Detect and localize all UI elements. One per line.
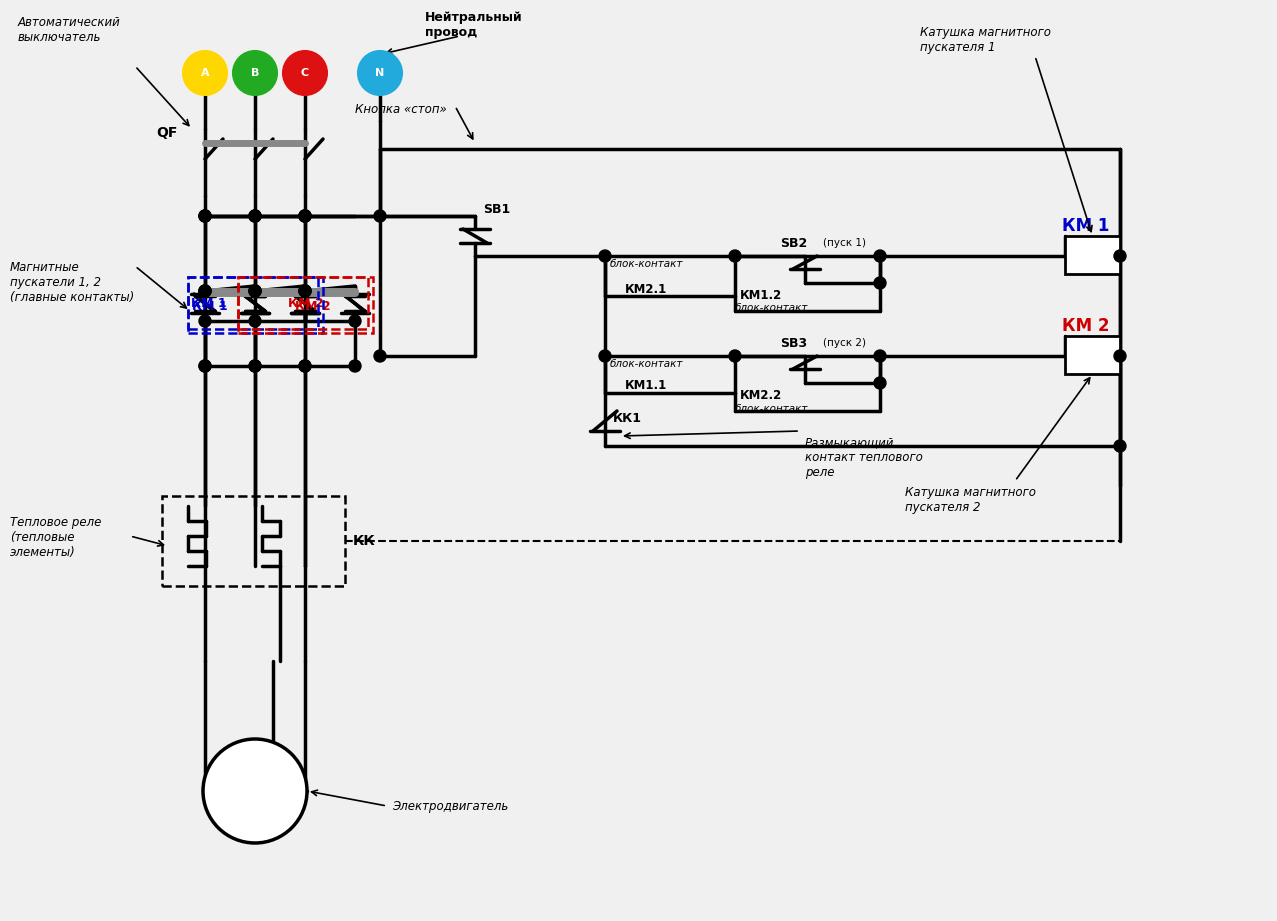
Circle shape [249,285,261,297]
Circle shape [1114,350,1126,362]
Circle shape [283,51,327,95]
Text: Нейтральный
провод: Нейтральный провод [425,11,522,39]
Text: КМ2.2: КМ2.2 [739,389,783,402]
Circle shape [249,210,261,222]
Text: КК: КК [352,534,375,548]
Circle shape [199,285,211,297]
Text: C: C [301,68,309,78]
Text: КМ 1: КМ 1 [192,297,226,309]
Bar [1065,336,1120,374]
Text: КМ 1: КМ 1 [1062,217,1110,235]
Text: Тепловое реле
(тепловые
элементы): Тепловое реле (тепловые элементы) [10,516,101,559]
Text: блок-контакт: блок-контакт [610,259,683,269]
Circle shape [199,210,211,222]
Circle shape [873,377,886,389]
Text: блок-контакт: блок-контакт [610,359,683,369]
Circle shape [349,315,361,327]
Text: Катушка магнитного
пускателя 1: Катушка магнитного пускателя 1 [919,26,1051,54]
Circle shape [199,315,211,327]
Circle shape [249,285,261,297]
Text: Электродвигатель: Электродвигатель [392,799,508,812]
Text: SB1: SB1 [483,203,511,216]
Circle shape [374,210,386,222]
Circle shape [299,210,312,222]
Circle shape [358,51,402,95]
Circle shape [249,315,261,327]
Circle shape [299,210,312,222]
Circle shape [199,285,211,297]
Text: Размыкающий
контакт теплового
реле: Размыкающий контакт теплового реле [805,436,923,479]
Circle shape [349,360,361,372]
Text: КМ 2: КМ 2 [1062,317,1110,335]
Circle shape [1114,440,1126,452]
Text: блок-контакт: блок-контакт [736,303,808,313]
Text: М: М [245,782,264,800]
Circle shape [232,51,277,95]
Circle shape [203,739,306,843]
Bar [188,277,318,329]
Circle shape [249,210,261,222]
Circle shape [299,360,312,372]
Text: КМ2.1: КМ2.1 [624,283,668,296]
Circle shape [199,360,211,372]
Circle shape [873,350,886,362]
Circle shape [199,360,211,372]
Text: КК1: КК1 [613,412,642,425]
Circle shape [199,285,211,297]
Text: КМ 1: КМ 1 [192,299,227,312]
Circle shape [249,360,261,372]
Text: КМ 2: КМ 2 [289,297,323,309]
Text: Катушка магнитного
пускателя 2: Катушка магнитного пускателя 2 [905,486,1036,514]
Text: B: B [250,68,259,78]
Circle shape [873,250,886,262]
Circle shape [299,210,312,222]
Circle shape [249,360,261,372]
Circle shape [374,350,386,362]
Bar [238,277,373,333]
Circle shape [873,277,886,289]
Circle shape [729,350,741,362]
Bar [238,277,368,329]
Circle shape [249,285,261,297]
Circle shape [199,210,211,222]
Text: (пуск 2): (пуск 2) [822,338,866,348]
Text: Кнопка «стоп»: Кнопка «стоп» [355,103,447,116]
Bar [162,496,345,586]
Text: SB3: SB3 [780,336,807,349]
Circle shape [599,250,610,262]
Circle shape [199,210,211,222]
Text: QF: QF [157,126,178,140]
Text: КМ 2: КМ 2 [295,299,331,312]
Text: КМ1.1: КМ1.1 [624,379,668,392]
Text: (пуск 1): (пуск 1) [822,238,866,248]
Bar [188,277,323,333]
Circle shape [1114,250,1126,262]
Text: блок-контакт: блок-контакт [736,404,808,414]
Text: N: N [375,68,384,78]
Text: Магнитные
пускатели 1, 2
(главные контакты): Магнитные пускатели 1, 2 (главные контак… [10,261,134,304]
Circle shape [299,285,312,297]
Text: SB2: SB2 [780,237,807,250]
Text: Автоматический
выключатель: Автоматический выключатель [18,16,121,44]
Circle shape [183,51,227,95]
Circle shape [299,360,312,372]
Circle shape [249,210,261,222]
Circle shape [299,285,312,297]
Circle shape [299,210,312,222]
Circle shape [599,350,610,362]
Text: КМ1.2: КМ1.2 [739,289,783,302]
Bar [1065,236,1120,274]
Circle shape [729,250,741,262]
Text: A: A [200,68,209,78]
Circle shape [299,285,312,297]
